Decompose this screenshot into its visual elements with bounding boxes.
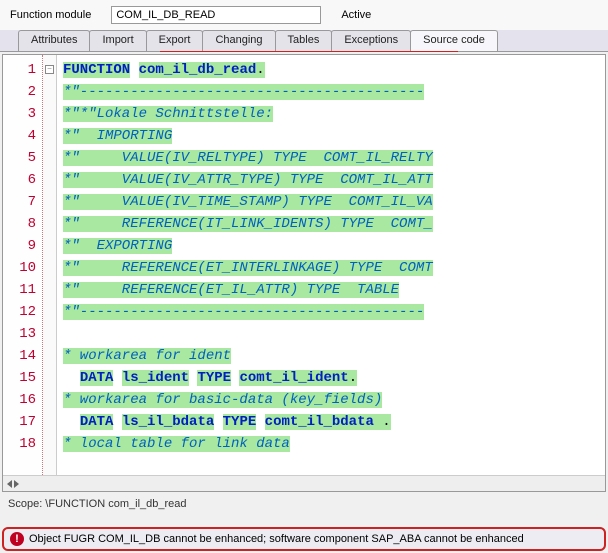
line-number: 7 bbox=[3, 191, 36, 213]
line-number: 12 bbox=[3, 301, 36, 323]
function-module-label: Function module bbox=[10, 9, 91, 21]
code-line[interactable]: *" VALUE(IV_TIME_STAMP) TYPE COMT_IL_VA bbox=[63, 191, 599, 213]
code-line[interactable]: DATA ls_il_bdata TYPE comt_il_bdata . bbox=[63, 411, 599, 433]
line-number: 15 bbox=[3, 367, 36, 389]
line-number: 2 bbox=[3, 81, 36, 103]
fold-gutter: − bbox=[43, 55, 57, 475]
code-line[interactable]: *"--------------------------------------… bbox=[63, 81, 599, 103]
horizontal-scrollbar[interactable] bbox=[3, 475, 605, 491]
line-number: 11 bbox=[3, 279, 36, 301]
tab-changing[interactable]: Changing bbox=[202, 30, 275, 51]
tab-attributes[interactable]: Attributes bbox=[18, 30, 90, 51]
tab-exceptions[interactable]: Exceptions bbox=[331, 30, 411, 51]
line-number: 6 bbox=[3, 169, 36, 191]
line-number: 9 bbox=[3, 235, 36, 257]
red-annotation-left bbox=[160, 51, 280, 52]
code-line[interactable]: * workarea for basic-data (key_fields) bbox=[63, 389, 599, 411]
line-number: 14 bbox=[3, 345, 36, 367]
code-line[interactable]: *" VALUE(IV_RELTYPE) TYPE COMT_IL_RELTY bbox=[63, 147, 599, 169]
status-message: Object FUGR COM_IL_DB cannot be enhanced… bbox=[29, 533, 524, 545]
code-line[interactable]: *" REFERENCE(ET_INTERLINKAGE) TYPE COMT bbox=[63, 257, 599, 279]
line-number: 8 bbox=[3, 213, 36, 235]
line-number: 5 bbox=[3, 147, 36, 169]
function-module-input[interactable] bbox=[111, 6, 321, 24]
line-number: 17 bbox=[3, 411, 36, 433]
line-number: 18 bbox=[3, 433, 36, 455]
line-number: 13 bbox=[3, 323, 36, 345]
tab-import[interactable]: Import bbox=[89, 30, 146, 51]
error-icon: ! bbox=[10, 532, 24, 546]
code-line[interactable]: * workarea for ident bbox=[63, 345, 599, 367]
code-line[interactable]: *" IMPORTING bbox=[63, 125, 599, 147]
line-number: 1 bbox=[3, 59, 36, 81]
line-number: 3 bbox=[3, 103, 36, 125]
line-number: 16 bbox=[3, 389, 36, 411]
code-line[interactable]: *" REFERENCE(IT_LINK_IDENTS) TYPE COMT_ bbox=[63, 213, 599, 235]
tab-export[interactable]: Export bbox=[146, 30, 204, 51]
red-annotation-right bbox=[280, 51, 458, 52]
code-line[interactable]: * local table for link data bbox=[63, 433, 599, 455]
tab-source-code[interactable]: Source code bbox=[410, 30, 498, 51]
line-number: 10 bbox=[3, 257, 36, 279]
status-bar: ! Object FUGR COM_IL_DB cannot be enhanc… bbox=[2, 527, 606, 551]
line-number-gutter: 123456789101112131415161718 bbox=[3, 55, 43, 475]
header-bar: Function module Active bbox=[0, 0, 608, 30]
code-area[interactable]: FUNCTION com_il_db_read.*"--------------… bbox=[57, 55, 605, 475]
code-line[interactable]: *"--------------------------------------… bbox=[63, 301, 599, 323]
tabstrip: Attributes Import Export Changing Tables… bbox=[0, 30, 608, 52]
code-line[interactable] bbox=[63, 323, 599, 345]
code-line[interactable]: FUNCTION com_il_db_read. bbox=[63, 59, 599, 81]
code-line[interactable]: *" REFERENCE(ET_IL_ATTR) TYPE TABLE bbox=[63, 279, 599, 301]
tab-tables[interactable]: Tables bbox=[275, 30, 333, 51]
status-label: Active bbox=[341, 9, 371, 21]
line-number: 4 bbox=[3, 125, 36, 147]
code-line[interactable]: DATA ls_ident TYPE comt_il_ident. bbox=[63, 367, 599, 389]
code-line[interactable]: *"*"Lokale Schnittstelle: bbox=[63, 103, 599, 125]
fold-toggle-icon[interactable]: − bbox=[45, 65, 54, 74]
code-line[interactable]: *" EXPORTING bbox=[63, 235, 599, 257]
scroll-left-icon[interactable] bbox=[7, 480, 12, 488]
code-editor: 123456789101112131415161718 − FUNCTION c… bbox=[2, 54, 606, 492]
scroll-right-icon[interactable] bbox=[14, 480, 19, 488]
scope-bar: Scope: \FUNCTION com_il_db_read bbox=[0, 494, 608, 514]
code-line[interactable]: *" VALUE(IV_ATTR_TYPE) TYPE COMT_IL_ATT bbox=[63, 169, 599, 191]
